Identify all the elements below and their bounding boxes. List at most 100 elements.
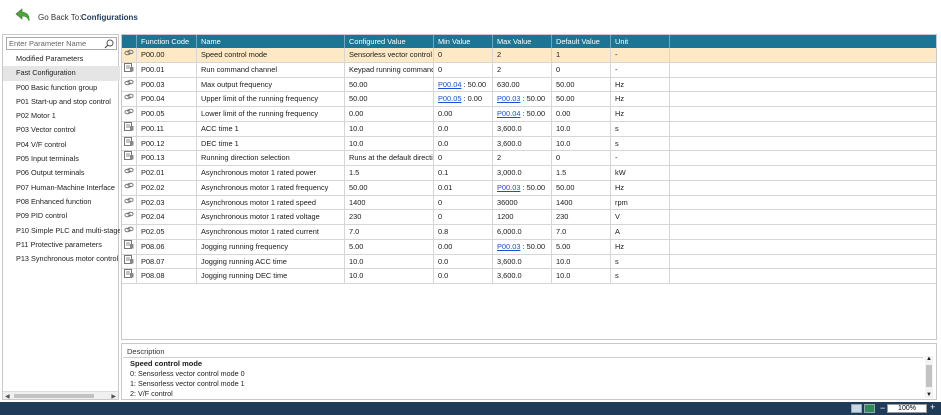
layout-icon[interactable]	[851, 404, 862, 413]
min-value-cell: 0	[434, 62, 493, 77]
unit-cell: Hz	[611, 239, 670, 254]
unit-cell: Hz	[611, 180, 670, 195]
default-value-cell: 0	[552, 62, 611, 77]
sidebar-item[interactable]: P11 Protective parameters	[16, 239, 102, 249]
filler-cell	[670, 92, 936, 106]
scrollbar-thumb[interactable]	[926, 365, 932, 387]
configured-value-cell[interactable]: 50.00	[345, 180, 434, 195]
table-row[interactable]: P00.04 Upper limit of the running frequen…	[122, 92, 936, 107]
zoom-in-icon[interactable]: +	[930, 402, 936, 412]
function-code-cell: P00.05	[137, 107, 197, 121]
configured-value-cell[interactable]: Runs at the default directio	[345, 151, 434, 166]
table-row[interactable]: P00.05 Lower limit of the running frequen…	[122, 107, 936, 122]
parameter-search-input[interactable]	[7, 38, 103, 49]
configured-value-cell[interactable]: 10.0	[345, 269, 434, 284]
sidebar-item[interactable]: P13 Synchronous motor control	[16, 254, 119, 264]
sidebar-item[interactable]: P10 Simple PLC and multi-stage	[16, 225, 120, 235]
table-row[interactable]: P00.13 Running direction selection Runs at…	[122, 151, 936, 166]
parameter-reference-link[interactable]: P00.03	[497, 94, 521, 104]
configured-value-cell[interactable]: Sensorless vector control m	[345, 48, 434, 62]
header-default-value[interactable]: Default Value	[552, 35, 611, 48]
configured-value-cell[interactable]: 1.5	[345, 166, 434, 180]
function-code-cell: P02.04	[137, 210, 197, 225]
zoom-level[interactable]: 100%	[887, 404, 927, 413]
table-row[interactable]: P00.01 Run command channel Keypad running …	[122, 62, 936, 78]
table-row[interactable]: P00.12 DEC time 1 10.0 0.0 3,600.0 10.0 s	[122, 136, 936, 152]
sidebar-item[interactable]: P05 Input terminals	[16, 154, 79, 164]
function-code-cell: P02.03	[137, 195, 197, 210]
sidebar-item[interactable]: P06 Output terminals	[16, 168, 85, 178]
parameter-reference-link[interactable]: P00.03	[497, 182, 521, 192]
table-row[interactable]: P08.08 Jogging running DEC time 10.0 0.0 3,6…	[122, 269, 936, 284]
configured-value-cell[interactable]: 1400	[345, 195, 434, 210]
configured-value-cell[interactable]: Keypad running command	[345, 62, 434, 77]
parameter-reference-link[interactable]: P00.04	[438, 79, 462, 89]
sidebar-item[interactable]: P09 PID control	[16, 211, 68, 221]
scroll-up-icon[interactable]: ▲	[926, 356, 932, 362]
search-icon[interactable]	[104, 39, 114, 49]
table-row[interactable]: P00.03 Max output frequency 50.00 P00.04 : …	[122, 77, 936, 93]
parameter-reference-link[interactable]: P00.04	[497, 109, 521, 118]
horizontal-scrollbar[interactable]: ◀ ▶	[3, 391, 118, 400]
scroll-down-icon[interactable]: ▼	[926, 392, 932, 398]
scrollbar-thumb[interactable]	[14, 394, 94, 398]
header-unit[interactable]: Unit	[611, 35, 670, 48]
description-heading: Speed control mode	[130, 359, 203, 368]
name-cell: Asynchronous motor 1 rated power	[197, 166, 345, 180]
fit-view-icon[interactable]	[864, 404, 875, 413]
min-value-cell: 0.0	[434, 136, 493, 151]
table-row[interactable]: P02.05 Asynchronous motor 1 rated current…	[122, 225, 936, 240]
default-value-cell: 230	[552, 210, 611, 225]
configured-value-cell[interactable]: 50.00	[345, 92, 434, 107]
sidebar-item[interactable]: P00 Basic function group	[16, 82, 98, 92]
header-configured-value[interactable]: Configured Value	[345, 35, 434, 48]
table-row[interactable]: P08.06 Jogging running frequency 5.00 0.00 P…	[122, 239, 936, 255]
unit-cell: -	[611, 62, 670, 77]
default-value-cell: 10.0	[552, 121, 611, 136]
parameter-reference-link[interactable]: P00.05	[438, 94, 462, 104]
function-code-cell: P08.08	[137, 269, 197, 284]
table-row[interactable]: P00.00 Speed control mode Sensorless vecto…	[122, 48, 936, 63]
table-row[interactable]: P08.07 Jogging running ACC time 10.0 0.0 3,6…	[122, 254, 936, 270]
header-max-value[interactable]: Max Value	[493, 35, 552, 48]
header-function-code[interactable]: Function Code	[137, 35, 197, 48]
description-scrollbar[interactable]: ▲ ▼	[925, 356, 933, 398]
configured-value-cell[interactable]: 0.00	[345, 107, 434, 121]
sidebar-item[interactable]: P08 Enhanced function	[16, 196, 92, 206]
name-cell: Asynchronous motor 1 rated speed	[197, 195, 345, 210]
sidebar-item[interactable]: P01 Start-up and stop control	[16, 96, 111, 106]
go-back-target-link[interactable]: Configurations	[81, 13, 138, 22]
table-row[interactable]: P02.01 Asynchronous motor 1 rated power 1.…	[122, 166, 936, 181]
link-icon	[122, 210, 137, 225]
configured-value-cell[interactable]: 10.0	[345, 254, 434, 269]
table-row[interactable]: P00.11 ACC time 1 10.0 0.0 3,600.0 10.0 s	[122, 121, 936, 137]
parameter-reference-link[interactable]: P00.03	[497, 241, 521, 251]
sidebar-item[interactable]: Modified Parameters	[16, 54, 84, 63]
table-row[interactable]: P02.04 Asynchronous motor 1 rated voltage…	[122, 210, 936, 225]
table-row[interactable]: P02.03 Asynchronous motor 1 rated speed 14…	[122, 195, 936, 211]
sidebar-item[interactable]: Fast Configuration	[3, 66, 120, 81]
header-name[interactable]: Name	[197, 35, 345, 48]
param-icon	[122, 151, 137, 166]
max-value-cell: P00.03 : 50.00	[493, 92, 552, 107]
zoom-out-icon[interactable]: −	[880, 403, 886, 413]
configured-value-cell[interactable]: 10.0	[345, 121, 434, 136]
function-code-cell: P00.04	[137, 92, 197, 107]
scroll-right-icon[interactable]: ▶	[111, 394, 116, 400]
sidebar-item[interactable]: P04 V/F control	[16, 139, 67, 149]
min-value-cell: 0.0	[434, 254, 493, 269]
reference-value: : 50.00	[461, 79, 487, 89]
sidebar-item[interactable]: P03 Vector control	[16, 125, 76, 135]
configured-value-cell[interactable]: 50.00	[345, 77, 434, 92]
sidebar-item[interactable]: P02 Motor 1	[16, 111, 56, 121]
go-back-icon[interactable]	[13, 7, 33, 25]
scroll-left-icon[interactable]: ◀	[5, 394, 10, 400]
default-value-cell: 50.00	[552, 77, 611, 92]
configured-value-cell[interactable]: 5.00	[345, 239, 434, 254]
header-min-value[interactable]: Min Value	[434, 35, 493, 48]
configured-value-cell[interactable]: 7.0	[345, 225, 434, 239]
configured-value-cell[interactable]: 10.0	[345, 136, 434, 151]
sidebar-item[interactable]: P07 Human-Machine Interface	[16, 182, 115, 192]
configured-value-cell[interactable]: 230	[345, 210, 434, 225]
table-row[interactable]: P02.02 Asynchronous motor 1 rated frequen…	[122, 180, 936, 196]
